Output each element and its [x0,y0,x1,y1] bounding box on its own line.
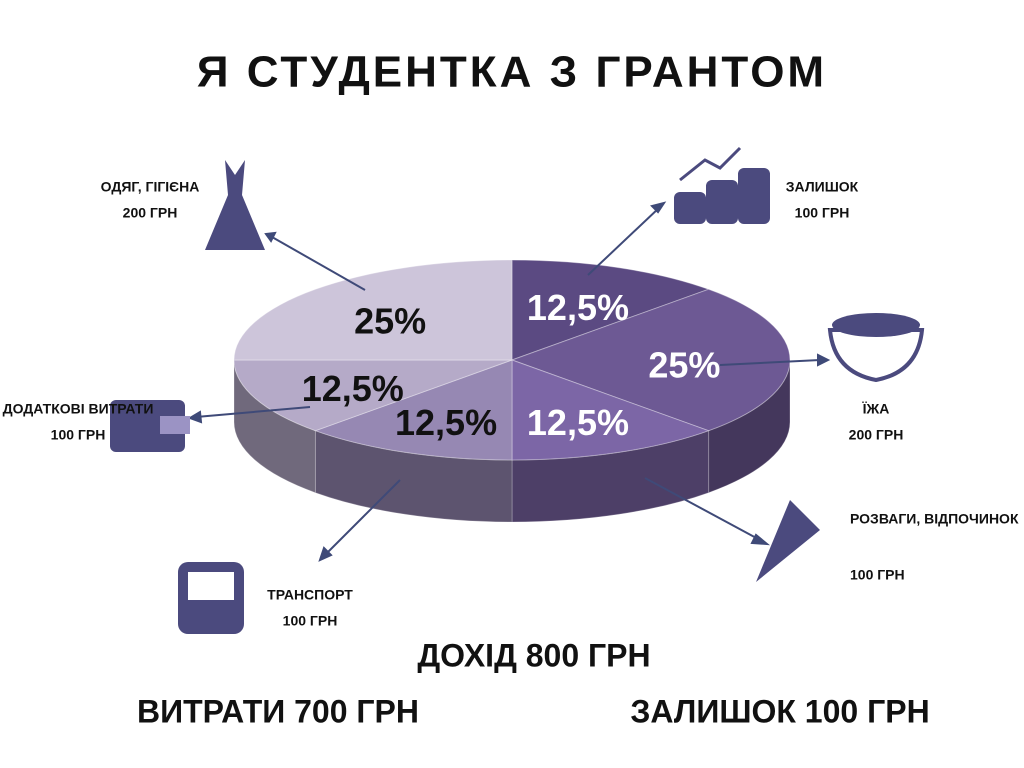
category-label: ЇЖА [862,401,890,417]
wallet-icon [110,400,190,452]
coins-icon [674,146,770,224]
slice [511,259,711,361]
chart-title: Я СТУДЕНТКА З ГРАНТОМ [197,48,827,97]
party-icon [756,500,820,582]
callout-arrows [187,201,831,562]
expenses-label: ВИТРАТИ 700 ГРН [137,693,419,729]
value-label: 12,5% [527,287,629,328]
amount-label: 100 ГРН [51,427,106,443]
amount-label: 100 ГРН [795,205,850,221]
slice [511,359,711,461]
value-label: 25% [354,301,426,342]
pie [233,259,791,523]
amount-label: 200 ГРН [123,205,178,221]
value-label: 12,5% [395,402,497,443]
category-label: ЗАЛИШОК [786,179,859,195]
bowl-icon [827,313,925,383]
dress-icon [205,160,265,250]
category-label: ДОДАТКОВІ ВИТРАТИ [3,401,154,417]
amount-label: 100 ГРН [850,567,905,583]
category-label: РОЗВАГИ, ВІДПОЧИНОК [850,511,1019,527]
value-label: 12,5% [527,402,629,443]
amount-label: 100 ГРН [283,613,338,629]
amount-label: 200 ГРН [849,427,904,443]
value-label: 25% [648,345,720,386]
category-label: ОДЯГ, ГІГІЄНА [101,179,200,195]
value-label: 12,5% [302,368,404,409]
income-label: ДОХІД 800 ГРН [417,637,650,673]
remainder-label: ЗАЛИШОК 100 ГРН [630,693,929,729]
slice [233,259,513,361]
slice [233,359,513,432]
bus-icon [178,562,244,634]
category-label: ТРАНСПОРТ [267,587,353,603]
slice [510,288,791,432]
icons [110,146,925,634]
slice [313,359,513,461]
